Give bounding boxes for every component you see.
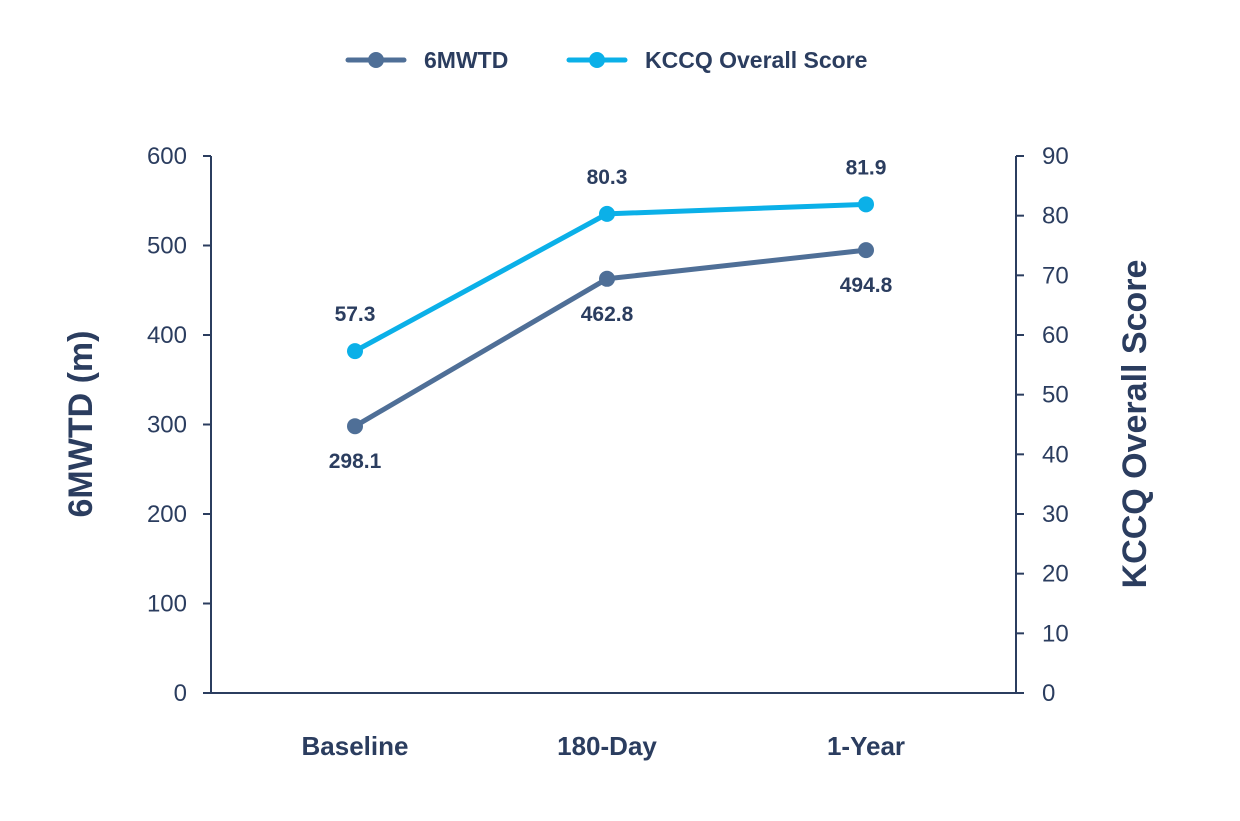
left-tick-label: 100 — [147, 591, 187, 618]
right-tick-label: 60 — [1042, 322, 1069, 349]
series-layer: 298.1 462.8 494.8 57.3 80.3 81.9 — [329, 156, 893, 473]
category-label: Baseline — [302, 731, 409, 761]
legend-label: 6MWTD — [424, 47, 508, 73]
data-point — [599, 270, 615, 287]
left-axis-title: 6MWTD (m) — [62, 331, 100, 518]
legend-item: KCCQ Overall Score — [566, 47, 867, 73]
legend-swatch-marker — [589, 52, 605, 68]
data-point — [347, 343, 363, 360]
category-label: 1-Year — [827, 731, 905, 761]
data-label: 81.9 — [846, 156, 887, 179]
legend-swatch-marker — [368, 52, 384, 68]
data-label: 462.8 — [581, 303, 634, 326]
right-tick-label: 80 — [1042, 203, 1069, 230]
right-tick-label: 10 — [1042, 620, 1069, 647]
right-axis-title: KCCQ Overall Score — [1116, 260, 1154, 589]
right-tick-label: 40 — [1042, 441, 1069, 468]
data-label: 57.3 — [335, 303, 376, 326]
right-axis-ticks: 0 10 20 30 40 50 60 70 80 90 — [1016, 143, 1069, 707]
right-tick-label: 50 — [1042, 382, 1069, 409]
data-label: 494.8 — [840, 274, 893, 297]
x-axis-categories: Baseline 180-Day 1-Year — [302, 731, 906, 761]
right-tick-label: 20 — [1042, 561, 1069, 588]
right-tick-label: 70 — [1042, 262, 1069, 289]
right-tick-label: 30 — [1042, 501, 1069, 528]
legend-item: 6MWTD — [345, 47, 508, 73]
data-label: 80.3 — [587, 166, 628, 189]
legend: 6MWTD KCCQ Overall Score — [345, 47, 867, 73]
data-point — [858, 242, 874, 259]
category-label: 180-Day — [557, 731, 657, 761]
data-point — [347, 418, 363, 435]
series-6mwtd: 298.1 462.8 494.8 — [329, 242, 893, 473]
data-point — [858, 196, 874, 213]
series-kccq: 57.3 80.3 81.9 — [335, 156, 887, 360]
legend-label: KCCQ Overall Score — [645, 47, 867, 73]
data-label: 298.1 — [329, 450, 382, 473]
data-point — [599, 205, 615, 222]
left-tick-label: 500 — [147, 233, 187, 260]
right-tick-label: 0 — [1042, 680, 1055, 707]
right-tick-label: 90 — [1042, 143, 1069, 170]
left-tick-label: 600 — [147, 143, 187, 170]
axes — [210, 156, 1017, 694]
left-tick-label: 200 — [147, 501, 187, 528]
left-tick-label: 0 — [174, 680, 187, 707]
left-tick-label: 400 — [147, 322, 187, 349]
left-tick-label: 300 — [147, 412, 187, 439]
left-axis-ticks: 0 100 200 300 400 500 600 — [147, 143, 211, 707]
